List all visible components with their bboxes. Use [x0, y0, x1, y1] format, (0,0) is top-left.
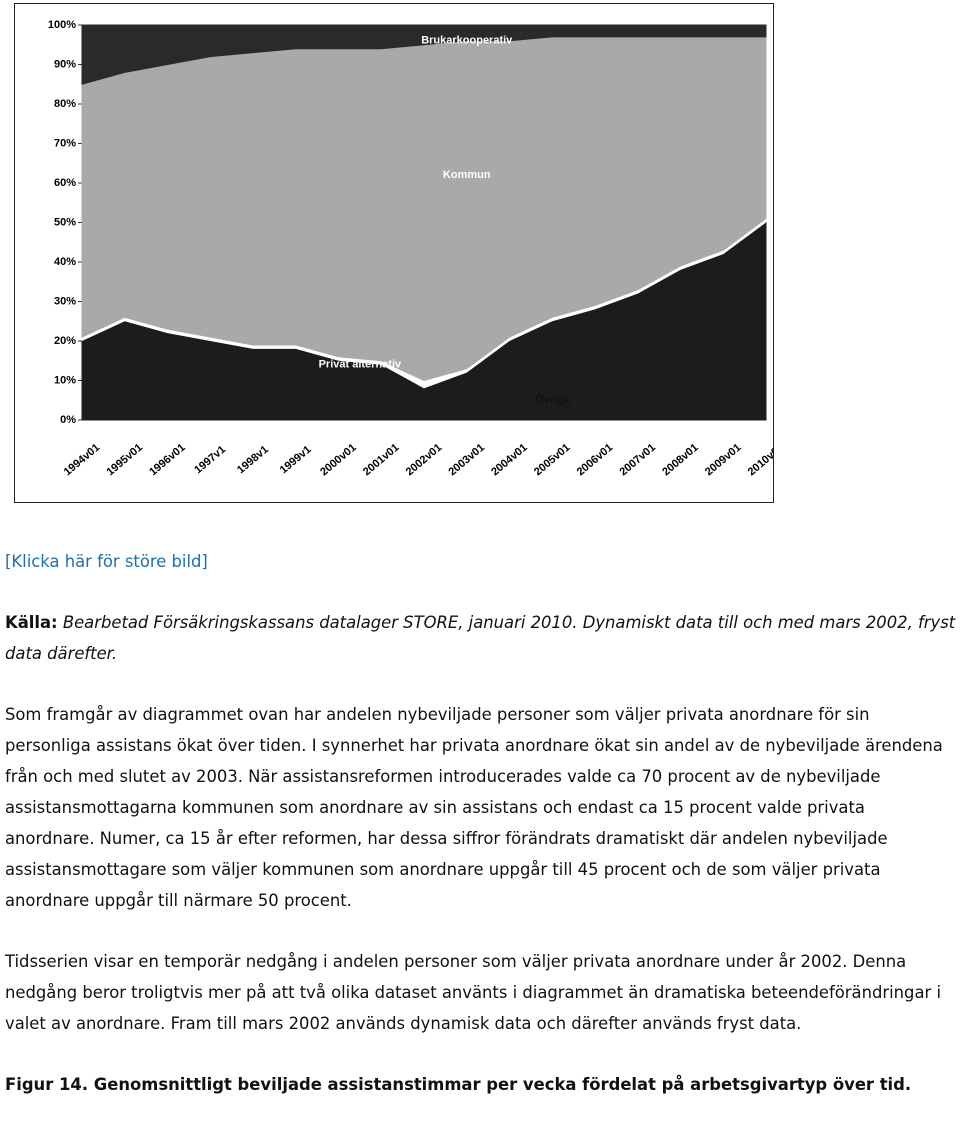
y-tick-label: 30%: [54, 295, 76, 307]
source-label: Källa:: [5, 613, 58, 632]
area: [82, 218, 766, 389]
link[interactable]: [Klicka här för störe bild]: [5, 552, 208, 571]
document: [Klicka här för störe bild] Källa: Bearb…: [5, 546, 957, 1130]
caption: Figur 14. Genomsnittligt beviljade assis…: [5, 1075, 912, 1094]
source: Källa: Bearbetad Försäkringskassans data…: [5, 607, 957, 669]
series-label: Övriga: [535, 393, 571, 406]
y-tick-label: 10%: [54, 374, 76, 386]
y-tick-label: 100%: [48, 19, 76, 31]
area: [81, 24, 767, 85]
series-label: Brukarkooperativ: [421, 35, 513, 47]
y-tick-label: 20%: [54, 335, 76, 347]
y-tick-label: 0%: [60, 414, 76, 426]
y-tick-label: 40%: [54, 256, 76, 268]
y-tick-label: 90%: [54, 58, 76, 70]
paragraph: Tidsserien visar en temporär nedgång i a…: [5, 952, 941, 1033]
chart: 0% 10% 20% 30% 40% 50% 60% 70% 80% 90% 100% Privat …: [14, 3, 774, 503]
source-text: Bearbetad Försäkringskassans datalager S…: [5, 613, 956, 663]
series-label: Privat alternativ: [319, 359, 402, 371]
y-tick-label: 70%: [54, 137, 76, 149]
y-tick-label: 50%: [54, 216, 76, 228]
paragraph: Som framgår av diagrammet ovan har andel…: [5, 705, 943, 910]
y-tick-label: 60%: [54, 177, 76, 189]
y-tick-label: 80%: [54, 98, 76, 110]
series-label: Kommun: [443, 169, 491, 181]
